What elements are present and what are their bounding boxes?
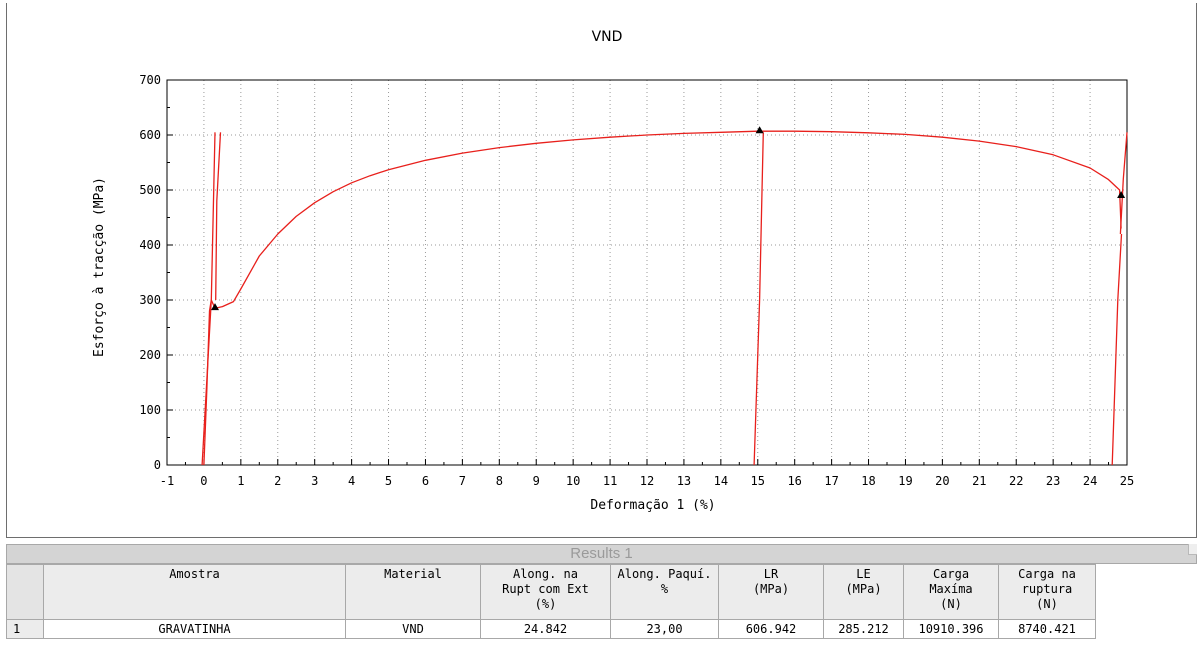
x-tick-label: 8 bbox=[496, 474, 503, 488]
y-tick-label: 400 bbox=[139, 238, 161, 252]
x-tick-label: 7 bbox=[459, 474, 466, 488]
x-axis-label: Deformação 1 (%) bbox=[590, 498, 715, 513]
row-index-header[interactable] bbox=[6, 564, 44, 620]
x-tick-label: 6 bbox=[422, 474, 429, 488]
point-marker-3 bbox=[1117, 191, 1126, 199]
table-cell[interactable]: 24.842 bbox=[480, 619, 611, 639]
y-tick-label: 100 bbox=[139, 403, 161, 417]
table-row[interactable]: 1 GRAVATINHA VND 24.842 23,00 606.942 285.212 1… bbox=[6, 619, 1096, 639]
table-cell[interactable]: 606.942 bbox=[718, 619, 824, 639]
tensile-test-chart: VND -1 0 1 2 3 4 5 6 7 8 9 10 11 12 13 14 15 16 17 18 19 20 21… bbox=[92, 29, 1134, 513]
x-tick-label: 21 bbox=[972, 474, 986, 488]
series-line-4 bbox=[753, 132, 764, 466]
series-layer bbox=[201, 130, 1128, 466]
panel-corner-icon[interactable] bbox=[1188, 544, 1197, 555]
x-tick-label: 0 bbox=[200, 474, 207, 488]
results-panel-title: Results 1 bbox=[6, 544, 1197, 564]
results-body: 1 GRAVATINHA VND 24.842 23,00 606.942 285.212 1… bbox=[6, 619, 1096, 639]
x-tick-label: 19 bbox=[898, 474, 912, 488]
x-tick-label: 16 bbox=[787, 474, 801, 488]
x-tick-label: 23 bbox=[1046, 474, 1060, 488]
table-cell[interactable]: GRAVATINHA bbox=[43, 619, 346, 639]
x-tick-label: 17 bbox=[824, 474, 838, 488]
series-line-6 bbox=[1119, 132, 1128, 235]
y-tick-label: 200 bbox=[139, 348, 161, 362]
y-tick-label: 0 bbox=[154, 458, 161, 472]
y-tick-label: 600 bbox=[139, 128, 161, 142]
x-tick-label: 18 bbox=[861, 474, 875, 488]
table-cell[interactable]: 23,00 bbox=[610, 619, 719, 639]
x-tick-label: 4 bbox=[348, 474, 355, 488]
x-tick-label: 20 bbox=[935, 474, 949, 488]
results-panel: Results 1 Amostra Material Along. na Rupt … bbox=[6, 544, 1197, 660]
y-tick-label: 300 bbox=[139, 293, 161, 307]
x-tick-label: -1 bbox=[160, 474, 174, 488]
point-marker-2 bbox=[755, 126, 764, 134]
column-header[interactable]: Carga Maxíma (N) bbox=[903, 564, 999, 620]
x-tick-label: 11 bbox=[603, 474, 617, 488]
x-tick-label: 14 bbox=[714, 474, 728, 488]
table-cell[interactable]: VND bbox=[345, 619, 481, 639]
series-line-5 bbox=[1111, 233, 1123, 466]
column-header[interactable]: Along. Paquí. % bbox=[610, 564, 719, 620]
x-tick-label: 13 bbox=[677, 474, 691, 488]
chart-title: VND bbox=[592, 29, 623, 45]
axis-ticks: -1 0 1 2 3 4 5 6 7 8 9 10 11 12 13 14 15 16 17 18 19 20 21 22 23… bbox=[139, 73, 1134, 488]
table-cell[interactable]: 8740.421 bbox=[998, 619, 1096, 639]
x-tick-label: 12 bbox=[640, 474, 654, 488]
series-line-1 bbox=[203, 130, 1122, 466]
y-tick-label: 700 bbox=[139, 73, 161, 87]
column-header[interactable]: LR (MPa) bbox=[718, 564, 824, 620]
x-tick-label: 22 bbox=[1009, 474, 1023, 488]
results-header-row: Amostra Material Along. na Rupt com Ext (%… bbox=[6, 564, 1096, 620]
series-line-3 bbox=[215, 132, 222, 301]
y-axis-label: Esforço à tracção (MPa) bbox=[92, 177, 107, 357]
x-tick-label: 1 bbox=[237, 474, 244, 488]
series-line-2 bbox=[201, 132, 216, 466]
x-tick-label: 5 bbox=[385, 474, 392, 488]
results-table: Amostra Material Along. na Rupt com Ext (%… bbox=[6, 564, 1096, 639]
column-header[interactable]: Amostra bbox=[43, 564, 346, 620]
column-header[interactable]: Material bbox=[345, 564, 481, 620]
x-tick-label: 15 bbox=[751, 474, 765, 488]
point-marker-1 bbox=[211, 303, 219, 311]
column-header[interactable]: Carga na ruptura (N) bbox=[998, 564, 1096, 620]
gridlines bbox=[167, 80, 1127, 465]
x-tick-label: 9 bbox=[533, 474, 540, 488]
x-tick-label: 3 bbox=[311, 474, 318, 488]
column-header[interactable]: LE (MPa) bbox=[823, 564, 904, 620]
x-tick-label: 25 bbox=[1120, 474, 1134, 488]
marker-layer bbox=[211, 126, 1126, 311]
y-tick-label: 500 bbox=[139, 183, 161, 197]
table-cell[interactable]: 10910.396 bbox=[903, 619, 999, 639]
column-header[interactable]: Along. na Rupt com Ext (%) bbox=[480, 564, 611, 620]
x-tick-label: 10 bbox=[566, 474, 580, 488]
row-index-cell[interactable]: 1 bbox=[6, 619, 44, 639]
x-tick-label: 24 bbox=[1083, 474, 1097, 488]
table-cell[interactable]: 285.212 bbox=[823, 619, 904, 639]
x-tick-label: 2 bbox=[274, 474, 281, 488]
chart-panel: VND -1 0 1 2 3 4 5 6 7 8 9 10 11 12 13 14 15 16 17 18 19 20 21… bbox=[6, 3, 1197, 538]
